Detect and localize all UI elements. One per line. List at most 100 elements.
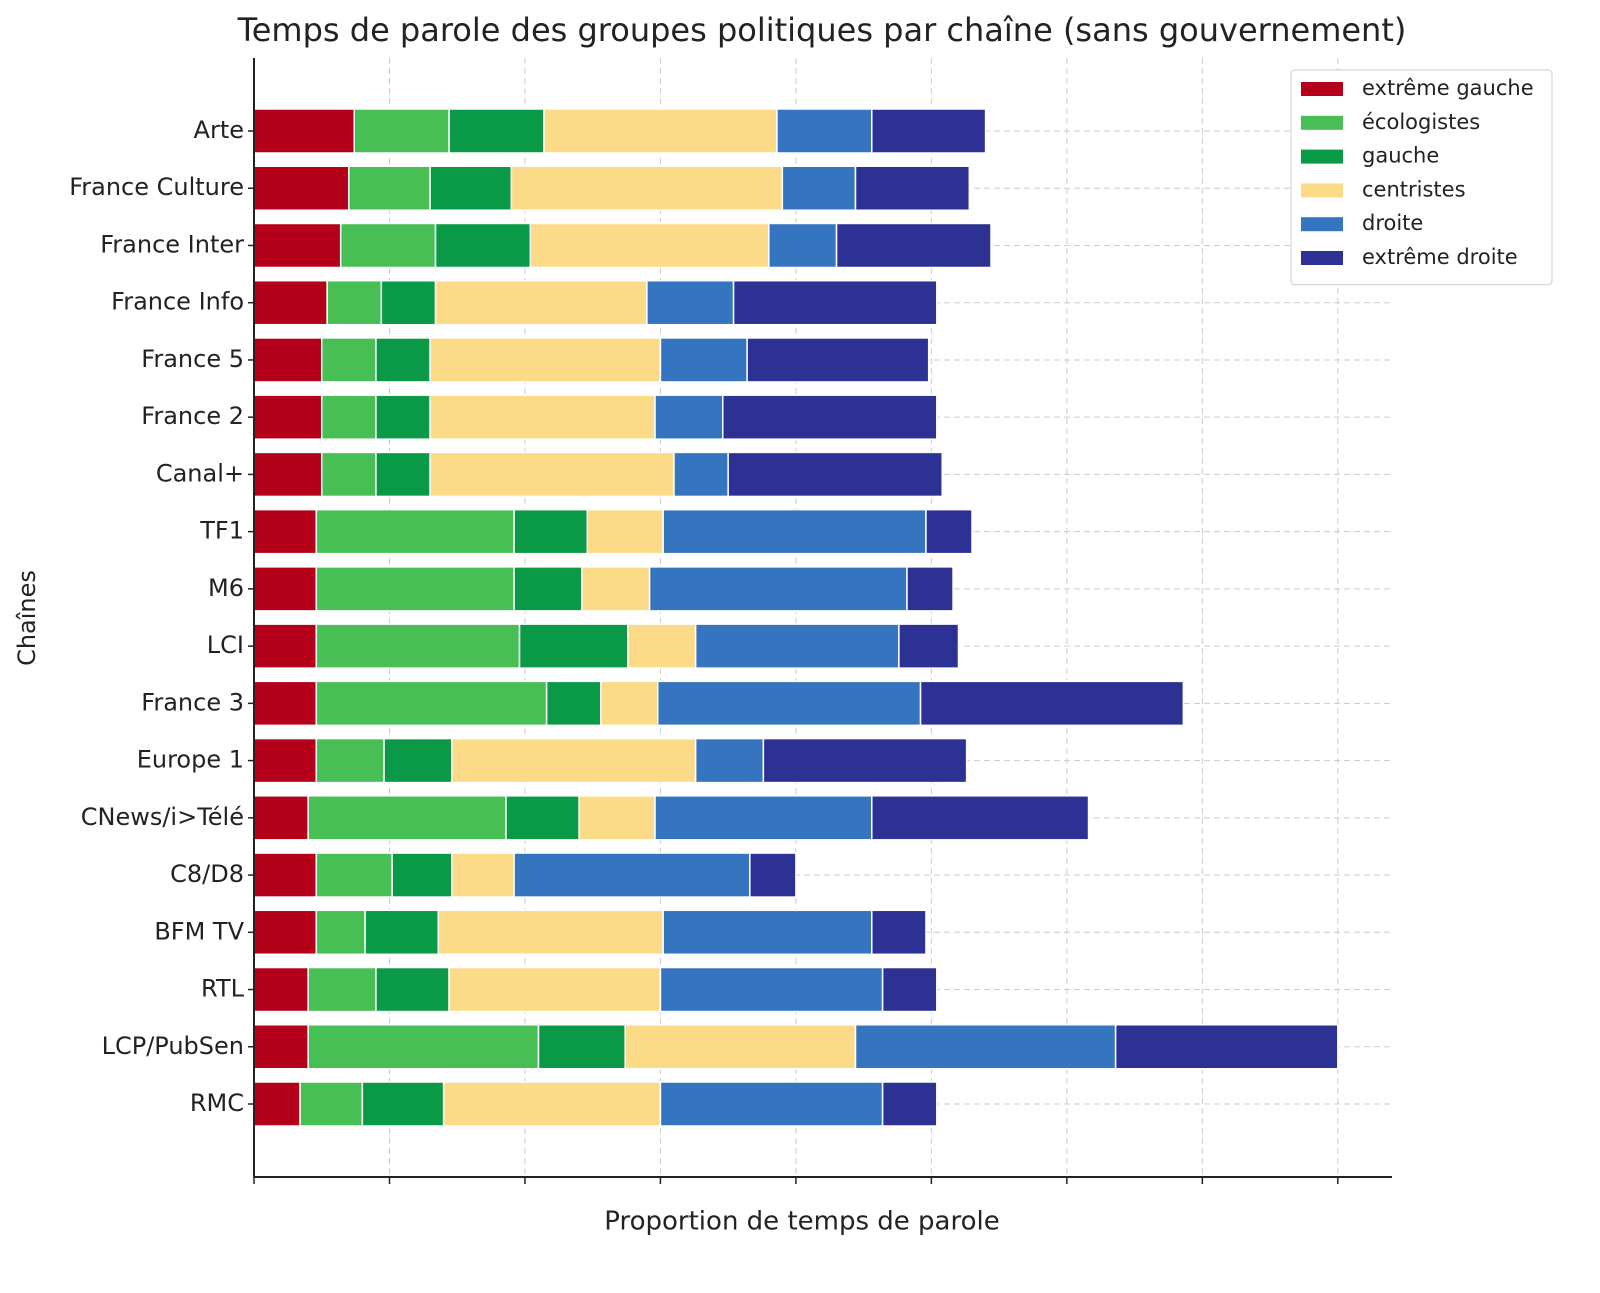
- bar-segment: [299, 1081, 364, 1127]
- bar-segment: [646, 279, 735, 326]
- bar-segment: [656, 680, 922, 727]
- bar-segment: [364, 909, 439, 956]
- bar-segment: [253, 966, 309, 1013]
- bar-segment: [326, 279, 383, 326]
- bar-segment: [307, 1024, 540, 1070]
- bar-segment: [578, 795, 656, 841]
- bar-segment: [375, 966, 450, 1013]
- y-tick-label: Canal+: [156, 459, 244, 487]
- bar-segment: [513, 508, 589, 555]
- bar-segment: [383, 737, 453, 784]
- legend-label: droite: [1362, 211, 1423, 235]
- bar-segment: [529, 222, 770, 269]
- y-tick-label: LCP/PubSen: [102, 1032, 244, 1060]
- bar-segment: [746, 337, 930, 383]
- bar-segment: [673, 451, 729, 498]
- bar-segment: [375, 451, 431, 498]
- bar-segment: [648, 566, 908, 612]
- bar-segment: [776, 108, 873, 154]
- bar-segment: [253, 108, 356, 154]
- bar-segment: [919, 680, 1185, 727]
- y-tick-label: France 5: [141, 345, 244, 373]
- y-axis-label: Chaînes: [13, 570, 41, 666]
- bar-segment: [253, 795, 309, 841]
- bar-segment: [906, 566, 954, 612]
- bar-segment: [253, 852, 318, 898]
- bar-segment: [437, 909, 664, 956]
- bar-segment: [253, 1024, 309, 1070]
- bar-segment: [434, 279, 648, 326]
- bar-segment: [353, 108, 450, 154]
- bar-segment: [315, 680, 548, 727]
- bar-segment: [451, 852, 515, 898]
- bar-segment: [659, 966, 884, 1013]
- y-tick-label: Arte: [194, 116, 244, 144]
- bar-segment: [510, 165, 784, 211]
- y-tick-label: RTL: [201, 975, 245, 1003]
- bar-segment: [434, 222, 532, 269]
- bar-segment: [253, 909, 318, 956]
- bar-segment: [375, 394, 431, 440]
- bar-segment: [253, 165, 350, 211]
- bar-segment: [721, 394, 938, 440]
- bar-segment: [543, 108, 778, 154]
- bar-segment: [307, 795, 507, 841]
- bar-segment: [881, 1081, 938, 1127]
- bar-segment: [448, 108, 545, 154]
- bar-segment: [727, 451, 943, 498]
- bar-segment: [253, 737, 318, 784]
- bar-segment: [662, 508, 927, 555]
- bar-segment: [380, 279, 437, 326]
- bar-segment: [659, 337, 748, 383]
- bar-segment: [375, 337, 431, 383]
- bar-segment: [662, 909, 873, 956]
- y-tick-label: France 2: [141, 402, 244, 430]
- chart-title: Temps de parole des groupes politiques p…: [237, 11, 1407, 49]
- bar-segment: [448, 966, 662, 1013]
- legend-swatch: [1301, 217, 1343, 232]
- y-tick-label: France Inter: [100, 230, 244, 258]
- bar-segment: [1114, 1024, 1339, 1070]
- y-tick-label: Europe 1: [137, 746, 244, 774]
- bar-segment: [253, 394, 323, 440]
- bar-segment: [253, 680, 318, 727]
- bar-segment: [339, 222, 437, 269]
- bar-segment: [315, 508, 515, 555]
- bar-segment: [545, 680, 602, 727]
- bar-segment: [654, 394, 724, 440]
- bar-segment: [871, 108, 987, 154]
- x-axis-label: Proportion de temps de parole: [604, 1207, 999, 1237]
- legend-swatch: [1301, 115, 1343, 130]
- bar-segment: [627, 623, 697, 669]
- bar-segment: [451, 737, 697, 784]
- legend-label: extrême droite: [1362, 245, 1518, 269]
- bar-segment: [315, 852, 393, 898]
- bar-segment: [315, 737, 385, 784]
- legend-box: [1290, 69, 1553, 286]
- bar-segment: [581, 566, 651, 612]
- bar-segment: [537, 1024, 626, 1070]
- bar-segment: [253, 566, 318, 612]
- bar-segment: [253, 222, 342, 269]
- bar-segment: [624, 1024, 857, 1070]
- y-tick-label: CNews/i>Télé: [81, 803, 244, 831]
- bar-segment: [586, 508, 664, 555]
- bar-segment: [871, 795, 1090, 841]
- bar-segment: [429, 451, 675, 498]
- legend-label: extrême gauche: [1362, 76, 1534, 100]
- bar-segment: [505, 795, 580, 841]
- bar-segment: [315, 909, 366, 956]
- y-tick-label: C8/D8: [170, 860, 244, 888]
- bar-segment: [429, 165, 513, 211]
- bar-segment: [762, 737, 968, 784]
- legend-swatch: [1301, 149, 1343, 164]
- bar-segment: [518, 623, 629, 669]
- legend-label: écologistes: [1362, 110, 1480, 134]
- legend-swatch: [1301, 82, 1343, 96]
- bar-segment: [781, 165, 857, 211]
- bar-segment: [694, 737, 765, 784]
- bar-segment: [253, 337, 323, 383]
- y-tick-label: TF1: [199, 517, 244, 545]
- bar-segment: [442, 1081, 662, 1127]
